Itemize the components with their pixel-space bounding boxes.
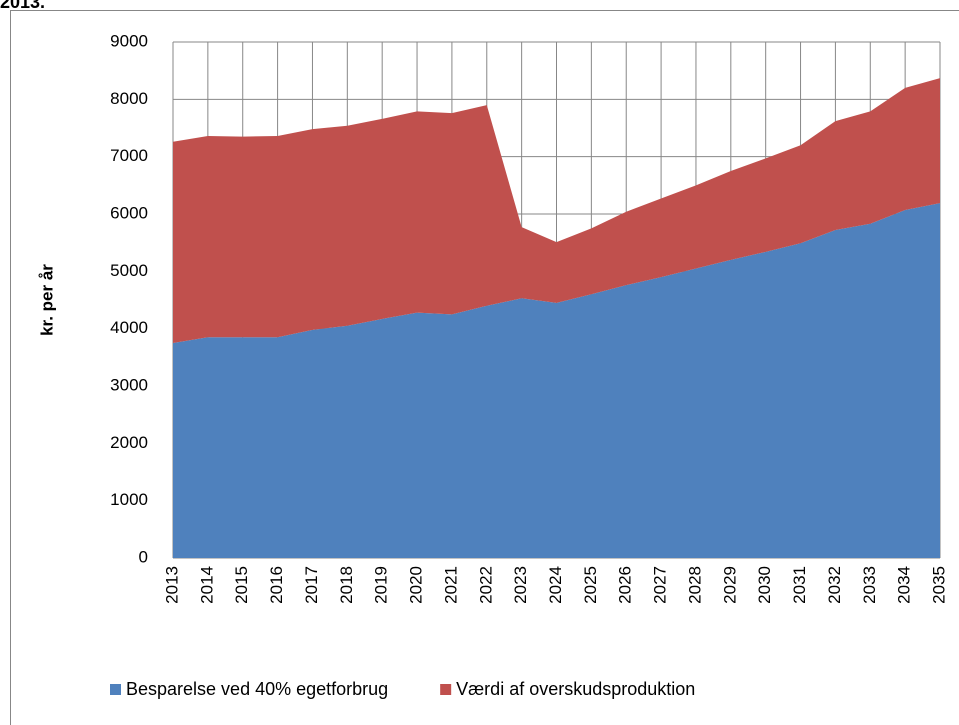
legend-swatch [440,684,452,695]
legend-label: Besparelse ved 40% egetforbrug [126,679,388,699]
y-tick-label: 8000 [110,89,148,108]
x-tick-label: 2028 [685,566,704,604]
x-tick-label: 2020 [407,566,426,604]
x-tick-label: 2014 [197,566,216,604]
area [173,203,940,558]
y-tick-label: 6000 [110,203,148,222]
x-tick-label: 2016 [267,566,286,604]
x-tick-label: 2022 [476,566,495,604]
x-tick-label: 2013 [162,566,181,604]
y-axis-label: kr. per år [37,264,56,336]
x-tick-label: 2029 [720,566,739,604]
x-tick-label: 2024 [546,566,565,604]
x-tick-label: 2015 [232,566,251,604]
y-tick-label: 3000 [110,375,148,394]
x-tick-label: 2026 [616,566,635,604]
y-tick-label: 1000 [110,490,148,509]
x-tick-label: 2023 [511,566,530,604]
x-tick-label: 2034 [895,566,914,604]
x-tick-label: 2019 [372,566,391,604]
x-tick-label: 2033 [860,566,879,604]
x-tick-label: 2017 [302,566,321,604]
y-tick-label: 2000 [110,433,148,452]
y-tick-label: 9000 [110,31,148,50]
x-tick-label: 2031 [790,566,809,604]
y-tick-label: 4000 [110,318,148,337]
legend-swatch [110,684,121,695]
y-tick-label: 0 [139,547,148,566]
area [173,78,940,344]
caption: 2013. [0,0,45,12]
x-tick-label: 2021 [441,566,460,604]
x-tick-label: 2027 [651,566,670,604]
x-tick-label: 2018 [337,566,356,604]
y-tick-label: 5000 [110,261,148,280]
x-tick-label: 2032 [825,566,844,604]
legend-label: Værdi af overskudsproduktion [456,679,695,699]
x-tick-label: 2030 [755,566,774,604]
x-tick-label: 2025 [581,566,600,604]
y-tick-label: 7000 [110,146,148,165]
x-tick-label: 2035 [929,566,948,604]
